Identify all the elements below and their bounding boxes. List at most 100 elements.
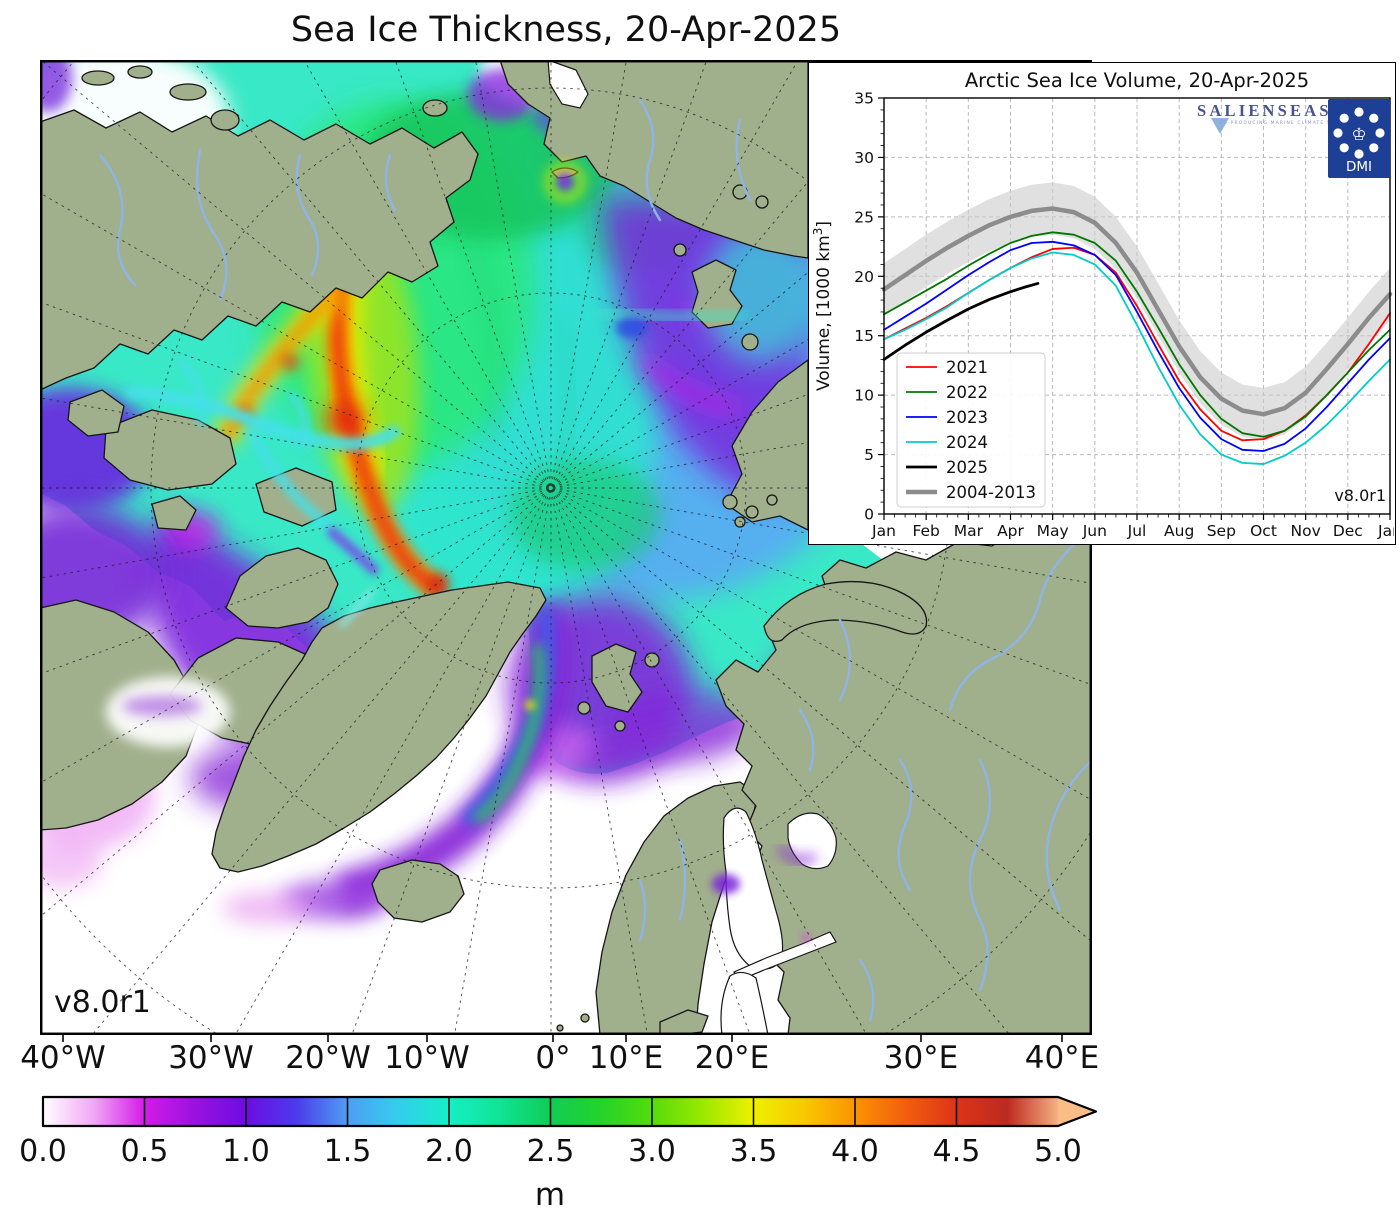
legend-label-2025: 2025 [946,458,988,477]
longitude-label: 10°E [588,1040,664,1076]
series-2024 [883,251,1391,465]
colorbar-tick-label: 0.0 [19,1134,67,1169]
colorbar-tick-label: 4.5 [933,1134,981,1169]
salienseas-wordmark: SALIENSEAS [1197,101,1332,120]
longitude-ticks [62,1035,1063,1042]
y-tick-label: 30 [854,149,874,167]
land-taymyr [725,359,809,531]
land-iceland [371,859,465,923]
sea-bering-bay [547,60,589,109]
legend-label-2022: 2022 [946,383,988,402]
colorbar-tick-label: 0.5 [121,1134,169,1169]
series-2004-2013 [881,206,1393,417]
colorbar-tick-label: 2.0 [425,1134,473,1169]
colorbar-tick-label: 1.0 [222,1134,270,1169]
inset-title: Arctic Sea Ice Volume, 20-Apr-2025 [965,69,1309,92]
month-tick-label: Nov [1291,522,1321,540]
island-banks [67,389,125,437]
land-denmark [659,1009,709,1035]
inland-seas [547,60,837,1035]
month-tick-label: Mar [954,522,984,540]
month-tick-label: Dec [1333,522,1363,540]
islands-new-siberian [732,184,769,209]
colorbar-tick-label: 2.5 [527,1134,575,1169]
longitude-labels: 40°W 30°W 20°W 10°W 0° 10°E 20°E 30°E 40°E [20,1040,1099,1076]
chart-x-tick-labels: Jan Feb Mar Apr May Jun Jul Aug Sep Oct Nov Dec Jan [871,522,1394,540]
month-tick-label: May [1037,522,1069,540]
month-tick-label: Jun [1082,522,1107,540]
land-north-america [40,109,479,391]
island-victoria [103,409,237,491]
colorbar-tick-label: 3.5 [730,1134,778,1169]
y-tick-label: 35 [854,90,874,108]
chart-legend: 2021 2022 2023 2024 2025 2004-2013 [896,352,1046,508]
month-tick-label: Jan [871,522,896,540]
chart-y-tick-labels: 0 5 10 15 20 25 30 35 [854,90,874,524]
land-greenland [211,581,547,873]
islands-north-sea [556,1013,590,1032]
month-tick-label: Apr [997,522,1024,540]
volume-chart: JanFebMarAprMayJunJulAugSepOctNovDecJan0… [811,69,1394,540]
legend-label-2004-2013: 2004-2013 [946,483,1036,502]
map-border [40,60,1092,1035]
land-masses [40,60,1092,1035]
page-title: Sea Ice Thickness, 20-Apr-2025 [290,10,842,50]
island-speck [741,333,759,351]
dmi-logo-dots [1333,107,1385,159]
y-tick-label: 5 [864,446,874,464]
dmi-logo: ♔ DMI [1328,99,1390,178]
longitude-label: 10°W [384,1040,470,1076]
sea-ice-volume-inset: JanFebMarAprMayJunJulAugSepOctNovDecJan0… [808,62,1396,545]
y-tick-label: 25 [854,208,874,226]
month-tick-label: Feb [912,522,939,540]
colorbar-tick-label: 5.0 [1034,1134,1082,1169]
y-tick-label: 10 [854,387,874,405]
longitude-label: 30°E [883,1040,959,1076]
colorbar-unit-label: m [535,1177,565,1213]
series-2025 [882,282,1040,361]
month-tick-label: Jan [1377,522,1394,540]
series-2023 [883,240,1391,452]
colorbar-arrow [1058,1097,1096,1126]
salienseas-logo: SALIENSEAS CO-PRODUCING MARINE CLIMATE S… [1197,101,1358,134]
thickness-colorbar: 0.0 0.5 1.0 1.5 2.0 2.5 3.0 3.5 4.0 4.5 5.0 m [19,1095,1098,1213]
island-small-arch [151,495,197,531]
y-tick-label: 20 [854,268,874,286]
land-chukotka [499,60,809,259]
longitude-label: 20°W [285,1040,371,1076]
longitude-label: 30°W [168,1040,254,1076]
colorbar-tick-label: 3.0 [628,1134,676,1169]
map-version-label: v8.0r1 [54,985,151,1020]
land-scandinavia [595,781,759,1035]
islands-top-left [81,65,448,131]
sea-baltic [720,971,769,1035]
longitude-label: 20°E [694,1040,770,1076]
salienseas-tagline: CO-PRODUCING MARINE CLIMATE SERVICES [1219,120,1358,126]
island-speck [673,243,687,257]
longitude-label: 40°W [20,1040,106,1076]
island-novaya-zemlya [763,580,928,643]
inset-version-label: v8.0r1 [1334,486,1386,505]
month-tick-label: Oct [1250,522,1277,540]
month-tick-label: Aug [1164,522,1194,540]
legend-label-2023: 2023 [946,408,988,427]
month-tick-label: Sep [1207,522,1236,540]
islands-svalbard [577,643,660,732]
salienseas-arrow-icon [1211,118,1229,134]
legend-label-2021: 2021 [946,358,988,377]
island-ellesmere [225,547,339,629]
archipelago-ice-channels [106,162,817,942]
colorbar-tick-marks [143,1097,958,1126]
dmi-logo-text: DMI [1346,159,1372,175]
colorbar-tick-labels: 0.0 0.5 1.0 1.5 2.0 2.5 3.0 3.5 4.0 4.5 5.0 [19,1134,1082,1169]
chart-ticks [878,97,1391,520]
y-axis-label: Volume, [1000 km3] [811,221,834,391]
islands-franz-josef-land [722,494,778,528]
month-tick-label: Jul [1127,522,1147,540]
y-tick-label: 0 [864,506,874,524]
longitude-label: 0° [535,1040,571,1076]
colorbar-tick-label: 1.5 [324,1134,372,1169]
y-tick-label: 15 [854,327,874,345]
legend-label-2024: 2024 [946,433,988,452]
